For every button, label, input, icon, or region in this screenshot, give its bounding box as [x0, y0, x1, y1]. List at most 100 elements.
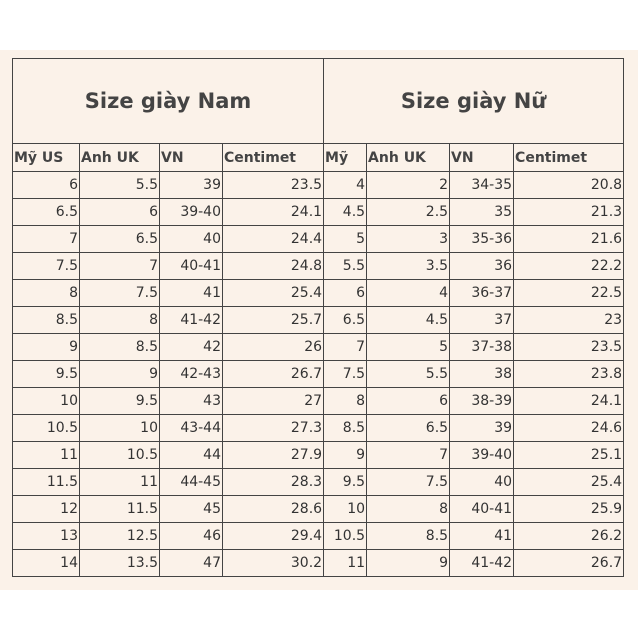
- table-cell: 10.5: [12, 414, 80, 442]
- table-cell: 25.7: [221, 306, 325, 334]
- table-cell: 10.5: [79, 441, 160, 469]
- table-cell: 5.5: [79, 171, 160, 199]
- table-cell: 9: [12, 333, 80, 361]
- table-cell: 10: [12, 387, 80, 415]
- table-row: 9.5 9 42-43 26.7 7.5 5.5 38 23.8: [12, 360, 625, 388]
- table-cell: 6.5: [323, 306, 368, 334]
- table-cell: 40: [449, 468, 515, 496]
- table-cell: 8: [12, 279, 80, 307]
- table-row: 11 10.5 44 27.9 9 7 39-40 25.1: [12, 441, 625, 469]
- table-cell: 39: [159, 171, 223, 199]
- table-cell: 22.5: [513, 279, 625, 307]
- table-cell: 44: [159, 441, 223, 469]
- table-cell: 13.5: [79, 549, 160, 577]
- column-header: Mỹ: [323, 143, 368, 172]
- table-cell: 26.7: [513, 549, 625, 577]
- table-cell: 7.5: [79, 279, 160, 307]
- table-cell: 5: [323, 225, 368, 253]
- table-cell: 2: [366, 171, 451, 199]
- table-cell: 9.5: [12, 360, 80, 388]
- table-cell: 37: [449, 306, 515, 334]
- table-cell: 35-36: [449, 225, 515, 253]
- table-cell: 43: [159, 387, 223, 415]
- table-cell: 24.1: [221, 198, 325, 226]
- table-cell: 47: [159, 549, 223, 577]
- table-cell: 23.5: [221, 171, 325, 199]
- table-cell: 40-41: [449, 495, 515, 523]
- table-cell: 25.4: [221, 279, 325, 307]
- column-header: VN: [449, 143, 515, 172]
- table-cell: 8: [323, 387, 368, 415]
- table-cell: 25.4: [513, 468, 625, 496]
- table-row: 8 7.5 41 25.4 6 4 36-37 22.5: [12, 279, 625, 307]
- table-cell: 6: [323, 279, 368, 307]
- table-cell: 5.5: [366, 360, 451, 388]
- table-cell: 9: [323, 441, 368, 469]
- table-cell: 24.8: [221, 252, 325, 280]
- table-cell: 6.5: [79, 225, 160, 253]
- table-cell: 27.3: [221, 414, 325, 442]
- table-cell: 7.5: [323, 360, 368, 388]
- table-cell: 8: [366, 495, 451, 523]
- table-cell: 7.5: [12, 252, 80, 280]
- table-cell: 39-40: [449, 441, 515, 469]
- table-cell: 42: [159, 333, 223, 361]
- table-cell: 20.8: [513, 171, 625, 199]
- table-cell: 5: [366, 333, 451, 361]
- table-row: 7 6.5 40 24.4 5 3 35-36 21.6: [12, 225, 625, 253]
- table-cell: 10: [323, 495, 368, 523]
- table-cell: 40-41: [159, 252, 223, 280]
- table-row: 6 5.5 39 23.5 4 2 34-35 20.8: [12, 171, 625, 199]
- table-cell: 4: [366, 279, 451, 307]
- table-cell: 24.6: [513, 414, 625, 442]
- table-cell: 11: [79, 468, 160, 496]
- table-cell: 8.5: [323, 414, 368, 442]
- table-row: 12 11.5 45 28.6 10 8 40-41 25.9: [12, 495, 625, 523]
- table-cell: 37-38: [449, 333, 515, 361]
- table-cell: 26: [221, 333, 325, 361]
- table-cell: 23.8: [513, 360, 625, 388]
- table-cell: 34-35: [449, 171, 515, 199]
- table-cell: 36-37: [449, 279, 515, 307]
- table-cell: 23.5: [513, 333, 625, 361]
- table-cell: 2.5: [366, 198, 451, 226]
- table-cell: 10.5: [323, 522, 368, 550]
- table-cell: 43-44: [159, 414, 223, 442]
- table-cell: 5.5: [323, 252, 368, 280]
- table-cell: 6: [366, 387, 451, 415]
- table-row: 10.5 10 43-44 27.3 8.5 6.5 39 24.6: [12, 414, 625, 442]
- table-cell: 28.6: [221, 495, 325, 523]
- table-cell: 38-39: [449, 387, 515, 415]
- table-cell: 46: [159, 522, 223, 550]
- table-cell: 7: [323, 333, 368, 361]
- table-cell: 7.5: [366, 468, 451, 496]
- column-header: Centimet: [221, 143, 325, 172]
- table-cell: 40: [159, 225, 223, 253]
- table-cell: 21.6: [513, 225, 625, 253]
- column-header: VN: [159, 143, 223, 172]
- table-cell: 39-40: [159, 198, 223, 226]
- size-table: Size giày Nam Size giày Nữ Mỹ US Anh UK VN…: [11, 58, 625, 577]
- table-cell: 25.1: [513, 441, 625, 469]
- table-title: Size giày Nữ: [323, 58, 625, 144]
- table-cell: 9.5: [323, 468, 368, 496]
- table-cell: 9: [366, 549, 451, 577]
- table-cell: 21.3: [513, 198, 625, 226]
- table-cell: 11: [323, 549, 368, 577]
- table-cell: 36: [449, 252, 515, 280]
- table-cell: 44-45: [159, 468, 223, 496]
- column-header: Anh UK: [79, 143, 160, 172]
- column-header: Centimet: [513, 143, 625, 172]
- table-row: 7.5 7 40-41 24.8 5.5 3.5 36 22.2: [12, 252, 625, 280]
- table-cell: 7: [79, 252, 160, 280]
- table-cell: 6.5: [12, 198, 80, 226]
- table-cell: 12.5: [79, 522, 160, 550]
- table-cell: 6.5: [366, 414, 451, 442]
- table-cell: 24.4: [221, 225, 325, 253]
- table-cell: 7: [366, 441, 451, 469]
- table-cell: 13: [12, 522, 80, 550]
- table-row: 11.5 11 44-45 28.3 9.5 7.5 40 25.4: [12, 468, 625, 496]
- table-row: 9 8.5 42 26 7 5 37-38 23.5: [12, 333, 625, 361]
- table-cell: 11: [12, 441, 80, 469]
- table-cell: 39: [449, 414, 515, 442]
